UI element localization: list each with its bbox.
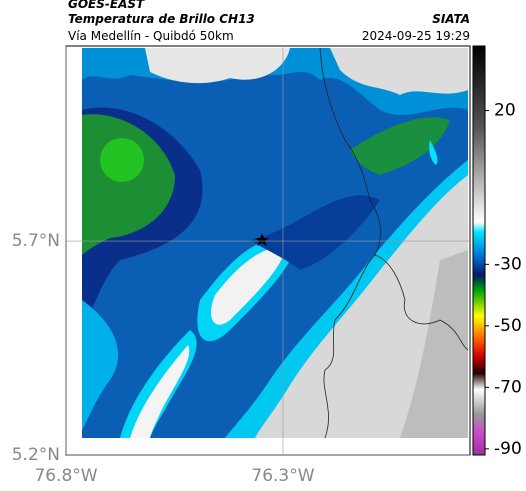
- lon-tick-label: 76.8°W: [34, 466, 97, 486]
- colorbar-tick-label: -30: [494, 254, 522, 274]
- colorbar: [472, 45, 486, 456]
- colorbar-tick-label: -50: [494, 316, 522, 336]
- colorbar-tick-label: -90: [494, 439, 522, 459]
- lon-tick-label: 76.3°W: [251, 466, 314, 486]
- source: GOES-EAST: [68, 0, 145, 11]
- lat-tick-label: 5.2°N: [12, 445, 60, 465]
- colorbar-tick-label: -70: [494, 377, 522, 397]
- satellite-image: [82, 48, 468, 438]
- lat-tick-label: 5.7°N: [12, 231, 60, 251]
- datetime: 2024-09-25 19:29: [362, 29, 470, 43]
- colorbar-tick-label: 20: [494, 101, 516, 121]
- title: Temperatura de Brillo CH13: [68, 12, 255, 26]
- brand: SIATA: [432, 12, 470, 26]
- location-marker: [255, 233, 269, 246]
- subtitle: Vía Medellín - Quibdó 50km: [68, 29, 234, 43]
